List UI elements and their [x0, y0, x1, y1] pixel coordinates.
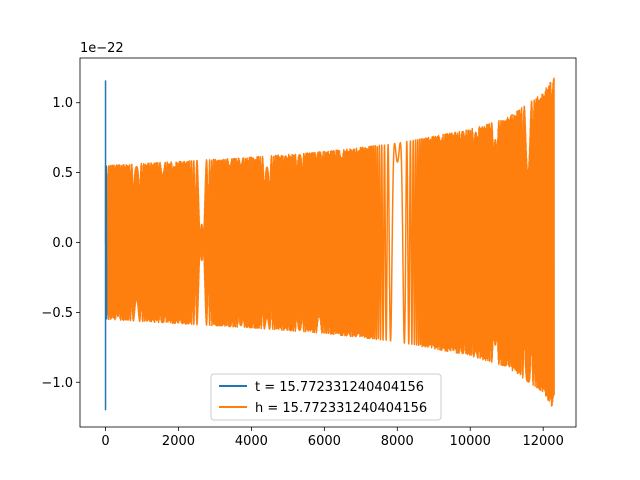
legend-label-t: t = 15.772331240404156 [255, 380, 424, 395]
y-tick-label: −0.5 [41, 306, 73, 321]
x-tick-label: 2000 [162, 434, 195, 449]
plot-area [104, 77, 555, 411]
series-t-path [104, 80, 108, 411]
series-t-line [104, 80, 108, 411]
legend-box [210, 373, 442, 421]
y-tick-label: 0.5 [52, 166, 73, 181]
y-offset-label: 1e−22 [80, 41, 124, 56]
y-tick-label: 1.0 [52, 96, 73, 111]
y-tick-label: −1.0 [41, 376, 73, 391]
x-tick-label: 0 [101, 434, 109, 449]
y-axis: −1.0 −0.5 0.0 0.5 1.0 [41, 96, 80, 391]
series-h-path [104, 77, 555, 407]
y-tick-label: 0.0 [52, 236, 73, 251]
x-tick-label: 10000 [450, 434, 491, 449]
x-tick-label: 12000 [522, 434, 563, 449]
x-tick-label: 4000 [235, 434, 268, 449]
x-axis: 0 2000 4000 6000 8000 10000 12000 [101, 427, 564, 449]
legend: t = 15.772331240404156 h = 15.7723312404… [210, 373, 442, 421]
series-h-line [104, 77, 555, 407]
x-tick-label: 8000 [381, 434, 414, 449]
x-tick-label: 6000 [308, 434, 341, 449]
legend-label-h: h = 15.772331240404156 [255, 401, 427, 416]
